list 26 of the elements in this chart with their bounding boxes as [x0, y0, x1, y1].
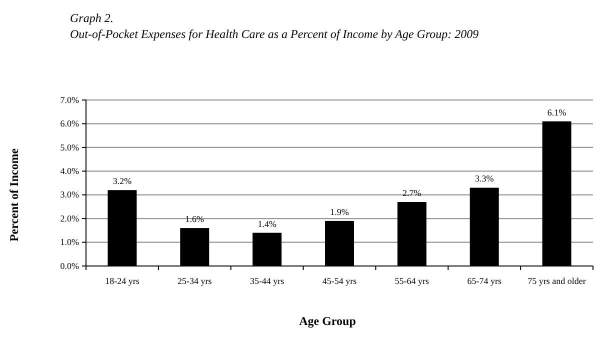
chart-title: Graph 2.	[70, 11, 114, 25]
x-tick-label: 75 yrs and older	[528, 276, 586, 286]
y-axis-title: Percent of Income	[7, 148, 21, 242]
data-label: 3.2%	[112, 176, 132, 186]
data-label: 1.4%	[258, 218, 277, 229]
x-tick-label: 45-54 yrs	[322, 276, 358, 286]
data-label: 3.3%	[474, 174, 494, 184]
data-label: 1.6%	[185, 214, 205, 224]
chart-subtitle: Out-of-Pocket Expenses for Health Care as a Percent of Income by Age Group: 2009	[70, 27, 479, 41]
x-axis-title: Age Group	[299, 314, 356, 328]
x-tick-label: 18-24 yrs	[105, 276, 140, 286]
y-tick-label: 3.0%	[60, 190, 80, 200]
data-label: 6.1%	[547, 107, 567, 118]
x-tick-label: 35-44 yrs	[250, 276, 285, 286]
x-tick-label: 65-74 yrs	[467, 276, 502, 286]
y-tick-label: 7.0%	[60, 94, 80, 105]
x-tick-label: 25-34 yrs	[178, 276, 212, 286]
data-label: 1.9%	[330, 206, 350, 217]
y-tick-label: 1.0%	[60, 237, 80, 248]
y-tick-label: 2.0%	[60, 213, 80, 224]
y-tick-label: 0.0%	[60, 260, 80, 271]
data-label: 2.7%	[402, 188, 422, 198]
y-tick-label: 5.0%	[60, 142, 80, 152]
y-tick-label: 4.0%	[60, 166, 80, 176]
x-tick-label: 55-64 yrs	[394, 276, 430, 286]
y-tick-label: 6.0%	[60, 118, 80, 129]
